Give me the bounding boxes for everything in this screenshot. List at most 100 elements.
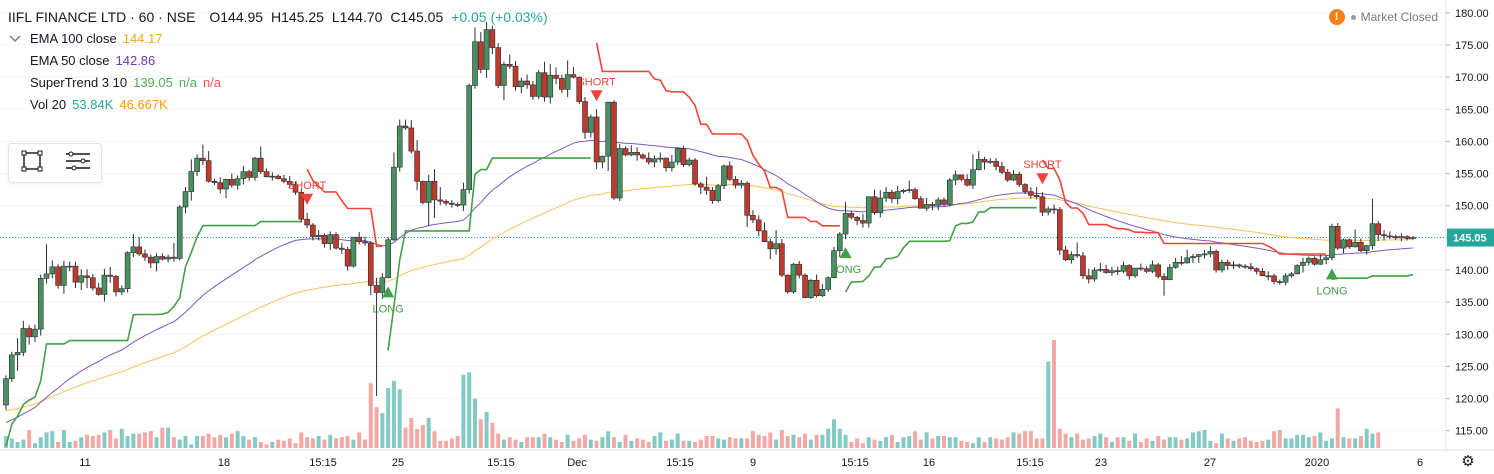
candle-body (495, 47, 501, 86)
candle (263, 168, 270, 178)
candle-body (61, 265, 67, 286)
candle-body (1410, 237, 1416, 239)
candle (1334, 223, 1341, 251)
volume-bar (1098, 433, 1103, 448)
candle (524, 74, 530, 89)
volume-bar (1190, 432, 1195, 448)
candle-body (101, 274, 108, 295)
volume-bar (467, 372, 472, 448)
indicator-row[interactable]: EMA 100 close 144.17 (8, 28, 552, 50)
indicator-value: n/a (202, 75, 222, 90)
symbol-header: IIFL FINANCE LTD · 60 · NSE O144.95 H145… (8, 6, 552, 28)
volume-bar (901, 437, 906, 448)
candle (946, 178, 953, 207)
candle-body (1074, 254, 1080, 257)
candle (1398, 233, 1405, 242)
candle (958, 174, 965, 182)
candle (1311, 256, 1318, 266)
candle (1277, 279, 1283, 285)
candle-body (1062, 249, 1069, 261)
candle-body (1028, 191, 1034, 196)
candle-body (223, 179, 229, 190)
volume-bar (594, 440, 599, 448)
volume-bar (1277, 430, 1282, 448)
candle (1074, 242, 1080, 258)
volume-bar (762, 436, 767, 448)
candle (107, 266, 114, 283)
candle-body (1033, 195, 1040, 198)
candle-body (1271, 275, 1277, 282)
select-area-button[interactable] (9, 144, 55, 182)
candle-body (535, 72, 542, 97)
candle (1120, 261, 1127, 274)
candle (339, 243, 345, 254)
volume-bar (774, 439, 779, 448)
time-tick-label: 15:15 (841, 457, 869, 469)
volume-bar (415, 428, 420, 448)
indicator-row[interactable]: EMA 50 close 142.86 (8, 50, 552, 72)
volume-bar (635, 438, 640, 448)
candle-body (645, 157, 652, 163)
price-tick-label: 125.00 (1455, 361, 1489, 373)
symbol-title[interactable]: IIFL FINANCE LTD · 60 · NSE (8, 9, 196, 25)
candle (362, 236, 368, 246)
warning-icon[interactable]: ! (1328, 9, 1345, 25)
volume-bar (362, 439, 367, 448)
volume-bar (704, 436, 709, 448)
volume-bar (1208, 440, 1213, 448)
candle (1340, 238, 1347, 254)
indicator-row[interactable]: SuperTrend 3 10 139.05 n/a n/a (8, 72, 552, 94)
candle (188, 159, 195, 201)
candle-body (310, 224, 316, 237)
volume-bar (137, 433, 142, 448)
candle (1045, 206, 1052, 216)
candle (674, 147, 681, 166)
candle (698, 181, 704, 195)
candle-body (1323, 257, 1329, 261)
candle (512, 61, 519, 91)
candle (576, 76, 583, 105)
volume-bar (391, 380, 396, 448)
indicator-value: n/a (178, 75, 197, 90)
candle-body (900, 189, 907, 192)
indicator-row[interactable]: Vol 20 53.84K 46.667K (8, 94, 552, 116)
candle-body (194, 157, 200, 172)
candle-body (1230, 264, 1237, 267)
candle (321, 233, 328, 248)
candle-body (918, 198, 924, 209)
candle-body (1068, 254, 1075, 261)
volume-bar (785, 436, 790, 448)
candle-body (367, 242, 374, 286)
volume-bar (611, 437, 616, 448)
indicator-value: 144.17 (122, 31, 163, 46)
candle-body (1132, 267, 1138, 277)
gear-icon[interactable]: ⚙ (1461, 453, 1475, 470)
candle-body (1103, 269, 1109, 273)
volume-bar (536, 437, 541, 448)
candle (1282, 273, 1289, 286)
candle (935, 197, 942, 211)
candle-body (1207, 251, 1214, 255)
volume-bar (693, 442, 698, 448)
volume-bar (131, 433, 136, 448)
candle-body (32, 328, 38, 338)
volume-bar (872, 439, 877, 448)
candle-body (1358, 242, 1364, 252)
volume-bar (1179, 439, 1184, 448)
candle-body (1375, 223, 1382, 235)
market-status[interactable]: ! Market Closed (1328, 9, 1438, 25)
volume-bar (1329, 438, 1334, 448)
candle-body (477, 41, 484, 70)
volume-bar (484, 412, 489, 448)
volume-bar (252, 437, 257, 448)
candle (1329, 223, 1335, 261)
candle (1016, 171, 1023, 188)
candle-body (321, 234, 328, 244)
settings-list-button[interactable] (55, 144, 101, 182)
candle (379, 273, 386, 299)
candle-body (1369, 223, 1376, 246)
collapse-icon[interactable] (8, 32, 22, 46)
candle-body (408, 127, 415, 152)
candle-body (703, 186, 710, 191)
